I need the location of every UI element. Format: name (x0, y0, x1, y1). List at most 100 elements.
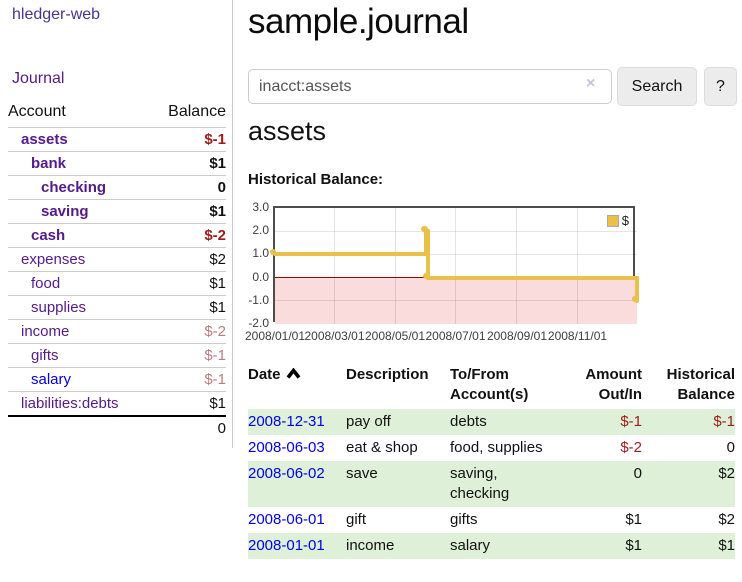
chart-y-tick-label: 0.0 (252, 269, 269, 284)
chart-line-segment (425, 229, 430, 280)
transaction-row: 2008-01-01 income salary $1 $1 (248, 533, 735, 559)
accounts-column-header: Account (8, 103, 66, 120)
register-header-row: Date Description To/From Account(s) Amou… (248, 363, 735, 409)
chart-gridline (334, 208, 335, 324)
transaction-row: 2008-12-31 pay off debts $-1 $-1 (248, 409, 735, 435)
chart-negative-region (275, 277, 637, 324)
sidebar-account-link[interactable]: salary (31, 371, 72, 388)
search-help-button[interactable]: ? (704, 67, 737, 106)
main-content: sample.journal × Search ? assets Histori… (245, 0, 742, 582)
sidebar-account-link[interactable]: cash (31, 227, 66, 244)
account-row: assets $-1 (8, 127, 226, 152)
transaction-amount: $1 (625, 511, 642, 528)
transaction-description: save (346, 465, 378, 482)
transaction-amount: 0 (633, 465, 642, 482)
account-row: gifts $-1 (8, 343, 226, 368)
account-row: liabilities:debts $1 (8, 391, 226, 416)
chart-gridline (516, 208, 518, 324)
chart-plot-area: $ (270, 206, 639, 324)
account-balance: $-2 (151, 223, 226, 248)
sidebar-account-link[interactable]: assets (21, 131, 68, 148)
transaction-row: 2008-06-02 save saving, checking 0 $2 (248, 461, 735, 507)
chart-x-tick-label: 2008/07/01 (425, 329, 486, 343)
transaction-description: income (346, 537, 395, 554)
account-balance: $-1 (151, 127, 226, 152)
chart-legend: $ (606, 213, 629, 228)
sidebar-account-link[interactable]: food (31, 275, 61, 292)
transaction-row: 2008-06-01 gift gifts $1 $2 (248, 507, 735, 533)
account-row: income $-2 (8, 319, 226, 344)
chart-x-tick-label: 2008/03/01 (304, 329, 365, 343)
amount-column-header: Amount Out/In (585, 366, 642, 403)
chart-line-segment (425, 275, 639, 280)
transaction-accounts: salary (450, 537, 491, 554)
sidebar-account-link[interactable]: gifts (31, 347, 59, 364)
chart-y-tick-label: 3.0 (252, 200, 269, 214)
transaction-date-link[interactable]: 2008-12-31 (248, 413, 325, 430)
transaction-description: eat & shop (346, 439, 418, 456)
account-balance: $1 (151, 271, 226, 296)
chart-gridline (275, 253, 637, 255)
sidebar-account-link[interactable]: supplies (31, 299, 87, 316)
transaction-balance: $2 (718, 511, 735, 528)
transaction-date-link[interactable]: 2008-06-02 (248, 465, 325, 482)
transaction-accounts: food, supplies (450, 439, 543, 456)
transaction-accounts: debts (450, 413, 487, 430)
page-title: sample.journal (248, 2, 469, 41)
transaction-description: gift (346, 511, 367, 528)
account-balance: 0 (151, 175, 226, 200)
account-row: checking 0 (8, 175, 226, 200)
transaction-date-link[interactable]: 2008-01-01 (248, 537, 325, 554)
sidebar-divider (232, 0, 233, 448)
search-input[interactable] (248, 69, 612, 104)
chart-y-tick-label: 2.0 (252, 223, 269, 238)
account-balance: $1 (151, 295, 226, 320)
accounts-column-header-main: To/From Account(s) (450, 366, 529, 403)
account-balance: $1 (151, 151, 226, 176)
sidebar-item-journal[interactable]: Journal (12, 70, 65, 87)
transaction-accounts: saving, checking (450, 465, 510, 502)
search-button[interactable]: Search (617, 67, 697, 106)
chart-gridline (394, 208, 396, 324)
chart-gridline (275, 230, 637, 232)
account-balance: $-1 (151, 343, 226, 368)
sidebar-account-link[interactable]: liabilities:debts (21, 395, 119, 412)
transaction-amount: $-2 (620, 439, 642, 456)
chart-title: Historical Balance: (248, 171, 384, 188)
transaction-balance: $-1 (713, 413, 735, 430)
legend-label: $ (621, 213, 629, 228)
date-column-header[interactable]: Date (248, 363, 346, 409)
chart-gridline (576, 208, 578, 324)
sort-ascending-icon (286, 365, 301, 385)
transaction-amount: $1 (625, 537, 642, 554)
sidebar-account-link[interactable]: checking (41, 179, 107, 196)
transaction-date-link[interactable]: 2008-06-01 (248, 511, 325, 528)
sidebar-account-link[interactable]: expenses (21, 251, 86, 268)
chart-point (422, 272, 429, 279)
clear-search-icon[interactable]: × (586, 75, 596, 92)
chart-point (270, 249, 276, 256)
chart-line-segment (273, 252, 428, 257)
description-column-header: Description (346, 366, 429, 383)
chart-y-tick-label: 1.0 (252, 246, 269, 261)
chart-y-tick-label: -2.0 (248, 316, 269, 330)
account-row: bank $1 (8, 151, 226, 176)
transaction-description: pay off (346, 413, 391, 430)
account-row: salary $-1 (8, 367, 226, 392)
transaction-balance: $1 (718, 537, 735, 554)
sidebar-account-link[interactable]: income (21, 323, 70, 340)
account-balance: $-1 (151, 367, 226, 392)
chart-gridline (455, 208, 456, 324)
transaction-accounts: gifts (450, 511, 478, 528)
account-balance: $2 (151, 247, 226, 272)
account-balance: $1 (151, 391, 226, 416)
chart-point (421, 226, 428, 233)
app-title-link[interactable]: hledger-web (12, 6, 101, 23)
transaction-balance: 0 (726, 439, 735, 456)
transaction-date-link[interactable]: 2008-06-03 (248, 439, 325, 456)
account-row: cash $-2 (8, 223, 226, 248)
sidebar-account-link[interactable]: saving (41, 203, 89, 220)
balance-column-header-main: Historical Balance (666, 366, 735, 403)
sidebar-account-link[interactable]: bank (31, 155, 67, 172)
